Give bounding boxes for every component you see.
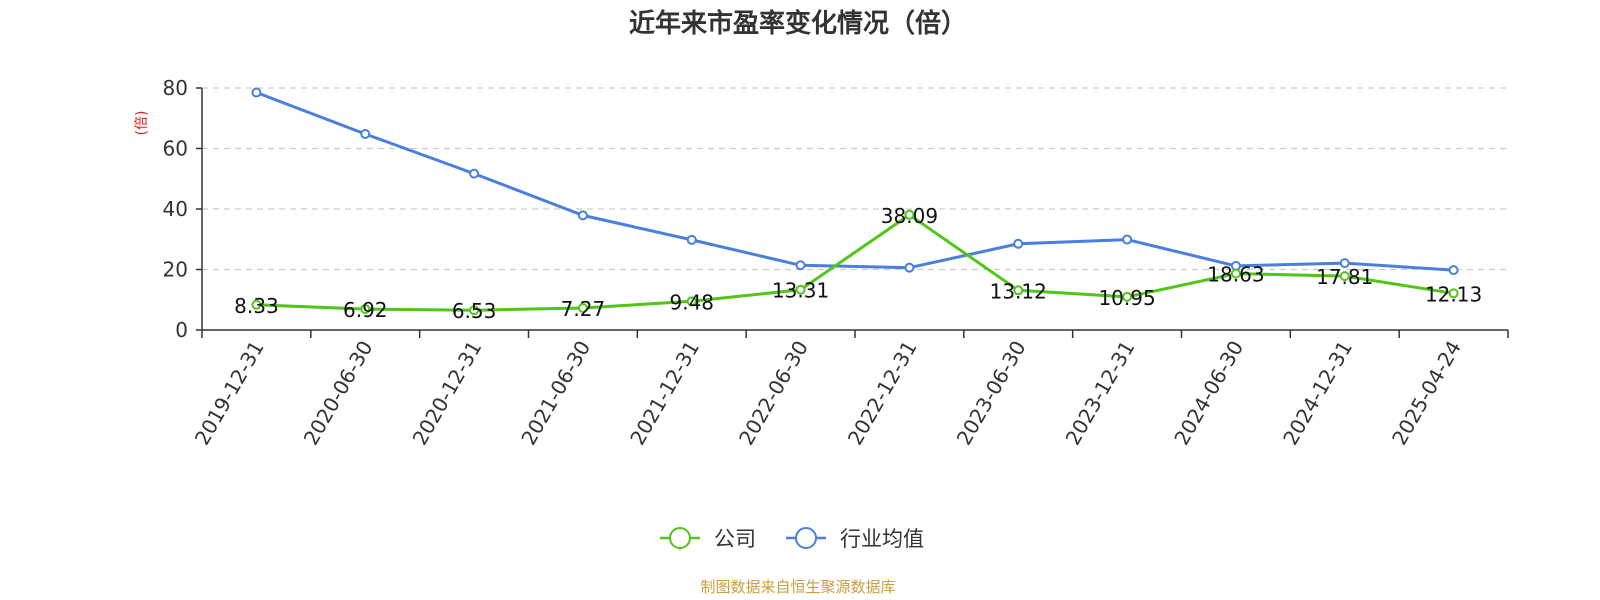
series-point [1013,238,1024,249]
data-label: 9.48 [669,290,714,314]
series-point [469,305,480,316]
series-point [1230,268,1241,279]
source-note: 制图数据来自恒生聚源数据库 [700,578,895,596]
data-label: 18.63 [1207,263,1264,287]
series-point [1122,291,1133,302]
series-lines [251,87,1459,316]
x-tick-label: 2020-12-31 [408,337,487,450]
y-tick-label: 0 [175,318,188,342]
series-point [469,168,480,179]
series-point [1339,258,1350,269]
series-point [577,303,588,314]
x-tick-labels: 2019-12-31 2020-06-30 2020-12-31 2021-06-30… [190,337,1466,450]
series-line [256,213,1454,312]
series-point [686,296,697,307]
y-tick-label: 60 [163,137,188,161]
data-label: 6.53 [452,299,497,323]
y-tick-label: 80 [163,76,188,100]
chart-title: 近年来市盈率变化情况（倍） [629,8,967,39]
x-tick-label: 2022-12-31 [843,337,922,450]
series-point [904,209,915,220]
data-label: 13.31 [772,279,829,303]
y-tick-label: 40 [163,197,188,221]
data-label: 12.13 [1425,282,1482,306]
series-point [686,234,697,245]
series-line [255,91,1454,272]
series-point [904,262,915,273]
y-axis-label: (倍) [134,111,150,136]
series-point [1122,234,1133,245]
data-label: 17.81 [1316,265,1373,289]
data-label: 8.33 [234,294,279,318]
grid-lines [202,87,1508,271]
x-tick-label: 2025-04-24 [1387,337,1466,450]
data-labels: 8.33 6.92 6.53 7.27 9.48 13.31 38.09 13.12 10.95… [234,204,1482,323]
legend-label: 行业均值 [840,527,924,551]
series-point [1013,285,1024,296]
x-tick-label: 2023-12-31 [1061,337,1140,450]
x-tick-label: 2021-12-31 [625,337,704,450]
series-point [360,304,371,315]
data-label: 6.92 [343,298,388,322]
series-point [1448,288,1459,299]
data-label: 13.12 [990,279,1047,303]
series-point [577,210,588,221]
series-point [1448,265,1459,276]
legend-label: 公司 [714,527,756,551]
legend-marker-icon [795,527,817,549]
series-point [795,260,806,271]
data-label: 38.09 [881,204,938,228]
x-tick-label: 2024-12-31 [1278,337,1357,450]
y-tick-label: 20 [163,258,188,282]
data-label: 10.95 [1098,286,1155,310]
x-tick-label: 2019-12-31 [190,337,269,450]
x-tick-label: 2021-06-30 [516,337,595,450]
x-tick-label: 2020-06-30 [299,337,378,450]
series-point [1339,271,1350,282]
y-tick-labels: 0 20 40 60 80 [163,76,202,342]
axes [201,88,1509,338]
data-label: 7.27 [561,297,606,321]
x-tick-label: 2022-06-30 [734,337,813,450]
legend: 公司 行业均值 [660,527,924,551]
legend-marker-icon [669,527,691,549]
series-point [360,128,371,139]
x-tick-label: 2023-06-30 [952,337,1031,450]
x-tick-label: 2024-06-30 [1169,337,1248,450]
series-point [795,284,806,295]
series-point [251,299,262,310]
series-point [251,87,262,98]
